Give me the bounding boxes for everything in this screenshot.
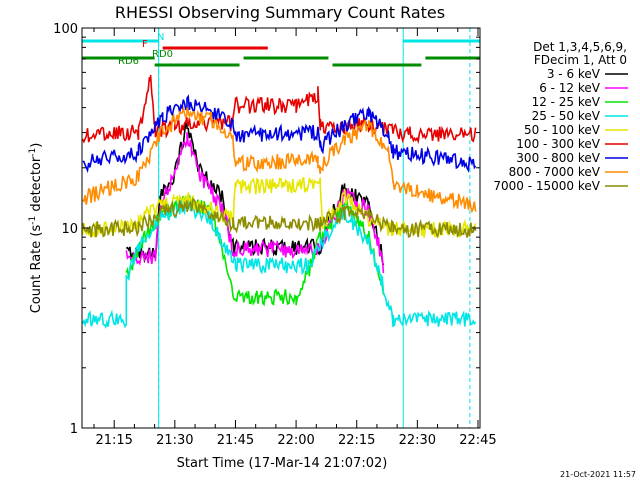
x-tick-label-1: 21:30 bbox=[156, 433, 193, 448]
flag-label-n: N bbox=[157, 32, 164, 43]
x-tick-label-0: 21:15 bbox=[95, 433, 132, 448]
x-tick-label-2: 21:45 bbox=[217, 433, 254, 448]
y-tick-label-0: 1 bbox=[70, 422, 78, 437]
series-line-3 bbox=[81, 197, 477, 329]
legend-label-0: 3 - 6 keV bbox=[547, 67, 601, 81]
x-axis: 21:15 21:30 21:45 22:00 22:15 22:30 22:45 bbox=[93, 28, 497, 448]
legend: Det 1,3,4,5,6,9, FDecim 1, Att 0 3 - 6 k… bbox=[493, 40, 628, 193]
legend-label-6: 300 - 800 keV bbox=[516, 151, 600, 165]
legend-label-4: 50 - 100 keV bbox=[524, 123, 601, 137]
legend-label-1: 6 - 12 keV bbox=[539, 81, 601, 95]
y-tick-label-2: 100 bbox=[53, 22, 78, 37]
legend-header-line-1: Det 1,3,4,5,6,9, bbox=[533, 40, 627, 54]
legend-label-3: 25 - 50 keV bbox=[532, 109, 601, 123]
series-line-6 bbox=[82, 94, 477, 174]
y-tick-label-1: 10 bbox=[61, 222, 78, 237]
legend-label-8: 7000 - 15000 keV bbox=[493, 179, 600, 193]
series-line-7 bbox=[82, 105, 477, 214]
legend-header-line-2: FDecim 1, Att 0 bbox=[534, 53, 627, 67]
series-line-5 bbox=[81, 74, 477, 145]
x-tick-label-4: 22:15 bbox=[338, 433, 375, 448]
legend-label-7: 800 - 7000 keV bbox=[509, 165, 601, 179]
x-tick-label-5: 22:30 bbox=[399, 433, 436, 448]
legend-label-5: 100 - 300 keV bbox=[516, 137, 600, 151]
y-axis-label: Count Rate (s-1 detector-1) bbox=[28, 143, 44, 314]
timestamp: 21-Oct-2021 11:57 bbox=[560, 470, 636, 479]
series-line-8 bbox=[81, 197, 477, 239]
x-axis-label: Start Time (17-Mar-14 21:07:02) bbox=[177, 456, 388, 471]
x-tick-label-6: 22:45 bbox=[459, 433, 496, 448]
y-axis: 1 10 100 bbox=[53, 22, 480, 437]
flag-label-f: F bbox=[142, 39, 148, 50]
legend-label-2: 12 - 25 keV bbox=[532, 95, 601, 109]
series-line-0 bbox=[125, 122, 385, 266]
plot-area: NF RD0 RD6 bbox=[81, 28, 481, 428]
chart-title: RHESSI Observing Summary Count Rates bbox=[115, 3, 445, 22]
flag-label-rd6: RD6 bbox=[118, 56, 139, 67]
flag-label-rd0: RD0 bbox=[152, 49, 173, 60]
x-tick-label-3: 22:00 bbox=[277, 433, 314, 448]
